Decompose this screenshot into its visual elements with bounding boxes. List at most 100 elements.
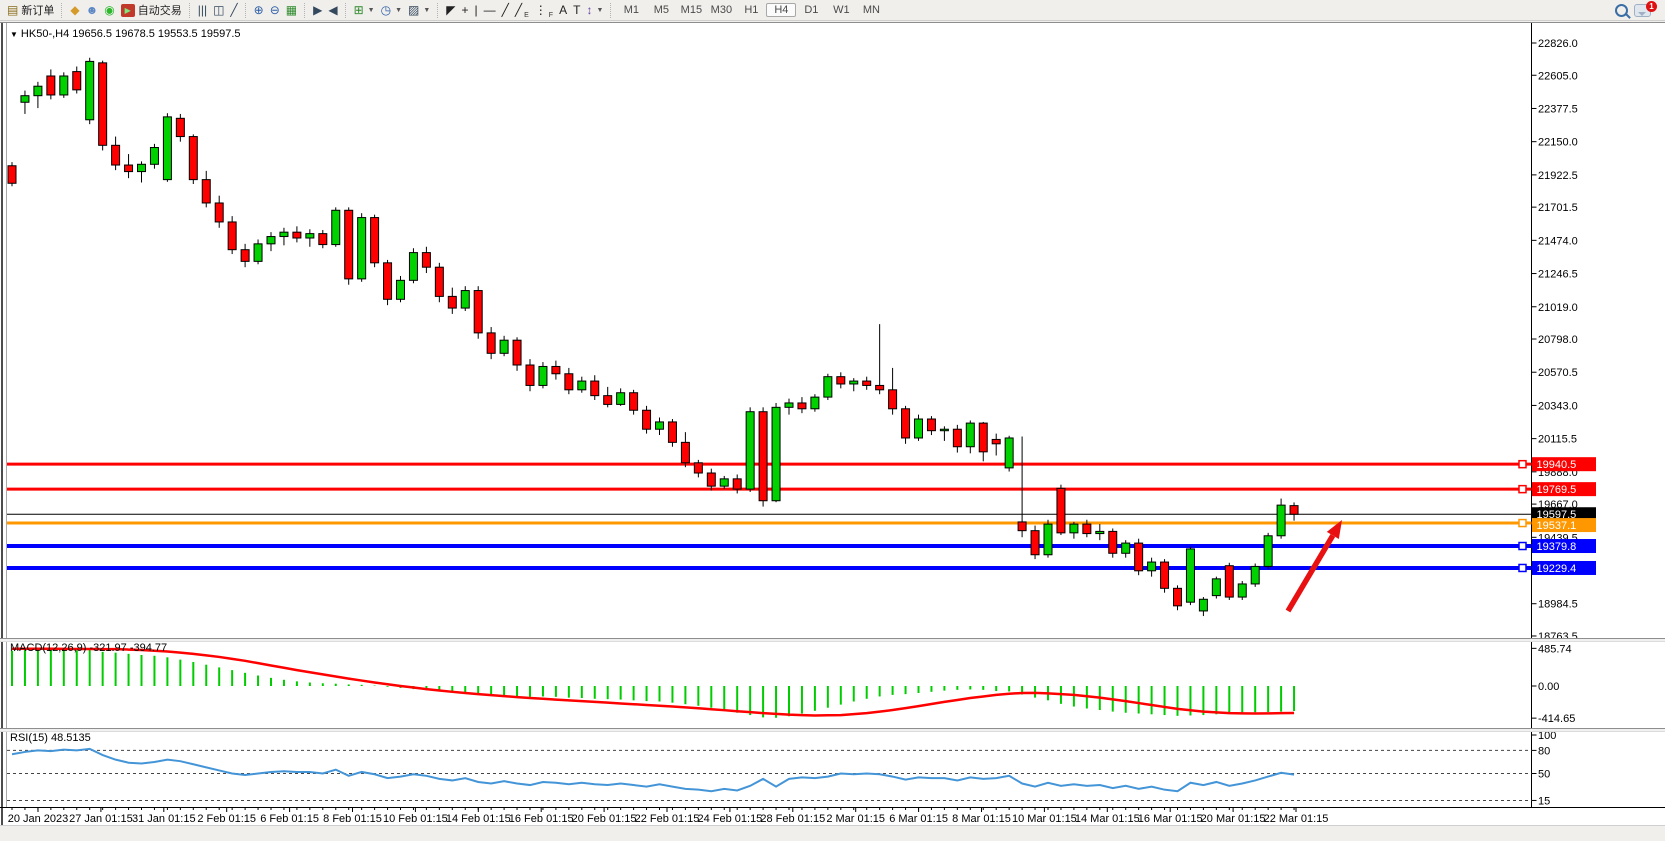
timeframe-mn-button[interactable]: MN [862, 4, 880, 16]
panel-splitter-rsi[interactable] [0, 728, 1665, 732]
timeframe-w1-button[interactable]: W1 [833, 4, 850, 16]
chart-shift-icon[interactable]: ◀ [325, 2, 340, 19]
date-label: 20 Feb 01:15 [572, 813, 637, 825]
date-label: 28 Feb 01:15 [760, 813, 825, 825]
fibonacci-icon[interactable]: ⋮ F [534, 2, 554, 19]
chart-title: ▼ HK50-,H4 19656.5 19678.5 19553.5 19597.… [10, 28, 241, 40]
horizontal-level-lines[interactable] [7, 459, 1532, 573]
price-tags[interactable]: 19940.519769.519597.519537.119379.819229… [1532, 457, 1596, 575]
cursor-icon[interactable]: ◤ [443, 2, 458, 19]
vertical-line-icon[interactable]: | [472, 2, 481, 19]
price-axis: 22826.0 22605.0 22377.5 22150.0 21922.5 21701… [1531, 38, 1578, 807]
svg-text:19229.4: 19229.4 [1537, 563, 1577, 575]
svg-text:21019.0: 21019.0 [1538, 302, 1578, 314]
chevron-down-icon[interactable]: ▼ [10, 30, 18, 39]
timeframe-h4-button[interactable]: H4 [766, 3, 797, 17]
horizontal-line-icon-glyph: — [483, 2, 496, 17]
date-label: 2 Feb 01:15 [197, 813, 256, 825]
template-icon[interactable]: ▨ ▼ [405, 2, 433, 19]
equidistant-channel-icon-glyph: ╱ [514, 2, 523, 17]
toolbar-separator [244, 2, 247, 18]
arrows-icon[interactable]: ↕ ▼ [583, 2, 606, 19]
chart-canvas[interactable]: 22826.0 22605.0 22377.5 22150.0 21922.5 21701… [0, 23, 1665, 826]
candles-layer [7, 57, 1299, 617]
timeframe-h1-button[interactable]: H1 [744, 4, 759, 16]
price-tag[interactable] [1532, 482, 1596, 497]
price-tag[interactable] [1532, 518, 1596, 533]
toolbar-separator [188, 2, 191, 18]
timeframe-m1-button[interactable]: M1 [623, 4, 640, 16]
notifications-icon[interactable]: 1 [1634, 0, 1657, 17]
new-order-button[interactable]: ▤ 新订单 [4, 2, 57, 19]
auto-trading-button[interactable]: ▶ 自动交易 [118, 2, 185, 19]
level-handle[interactable] [1518, 459, 1527, 469]
zoom-out-icon-glyph: ⊖ [269, 2, 280, 17]
price-tag[interactable] [1532, 507, 1596, 522]
date-label: 14 Feb 01:15 [446, 813, 511, 825]
text-label-icon-glyph: T [573, 2, 581, 17]
vertical-line-icon-glyph: | [474, 2, 478, 17]
zoom-out-icon[interactable]: ⊖ [267, 2, 283, 19]
new-order-button-glyph: ▤ [7, 2, 19, 17]
timeframe-m5-button[interactable]: M5 [653, 4, 670, 16]
auto-scroll-icon[interactable]: ▶ [310, 2, 325, 19]
cursor-icon-glyph: ◤ [446, 2, 456, 17]
chevron-down-icon[interactable]: ▼ [367, 6, 375, 14]
panel-splitter-macd[interactable] [0, 638, 1665, 642]
line-chart-icon[interactable]: ╱ [227, 2, 240, 19]
chevron-down-icon[interactable]: ▼ [596, 6, 604, 14]
svg-text:-414.65: -414.65 [1538, 713, 1575, 725]
svg-text:19379.8: 19379.8 [1537, 541, 1577, 553]
timeframe-m30-button[interactable]: M30 [710, 4, 733, 16]
arrows-icon-glyph: ↕ [586, 2, 593, 17]
macd-panel [11, 647, 1296, 718]
svg-text:22826.0: 22826.0 [1538, 38, 1578, 50]
macd-indicator-label: MACD(12,26,9) -321.97 -394.77 [10, 642, 168, 654]
svg-text:18984.5: 18984.5 [1538, 599, 1578, 611]
zoom-in-icon[interactable]: ⊕ [251, 2, 267, 19]
crosshair-icon[interactable]: + [459, 2, 472, 19]
timeframe-m15-button[interactable]: M15 [680, 4, 703, 16]
level-handle[interactable] [1518, 563, 1527, 573]
trendline-icon[interactable]: ╱ [499, 2, 512, 19]
search-icon[interactable] [1615, 3, 1628, 17]
level-handle[interactable] [1518, 484, 1527, 494]
period-clock-icon[interactable]: ◷ ▼ [378, 2, 405, 19]
equidistant-channel-icon[interactable]: ╱ E [514, 2, 529, 19]
auto-scroll-icon-glyph: ▶ [313, 2, 323, 17]
data-window-icon[interactable]: ☻ [83, 2, 102, 19]
new-chart-icon[interactable]: ⊞ ▼ [351, 2, 378, 19]
date-label: 22 Mar 01:15 [1264, 813, 1329, 825]
horizontal-line-icon[interactable]: — [481, 2, 499, 19]
svg-text:19940.5: 19940.5 [1537, 459, 1577, 471]
text-label-icon[interactable]: T [570, 2, 583, 19]
price-tag[interactable] [1532, 457, 1596, 472]
price-tag[interactable] [1532, 560, 1596, 575]
chevron-down-icon[interactable]: ▼ [395, 6, 402, 14]
date-label: 14 Mar 01:15 [1075, 813, 1140, 825]
window-left-edge [1, 23, 3, 826]
chart-window[interactable]: 22826.0 22605.0 22377.5 22150.0 21922.5 21701… [0, 22, 1665, 826]
price-tag[interactable] [1532, 539, 1596, 554]
annotation-arrow[interactable] [1285, 520, 1342, 613]
svg-text:21701.5: 21701.5 [1538, 202, 1578, 214]
signal-broadcast-icon-glyph: ◉ [104, 2, 115, 17]
text-icon[interactable]: A [556, 2, 570, 19]
svg-text:21922.5: 21922.5 [1538, 170, 1578, 182]
new-order-button-label: 新订单 [21, 5, 55, 17]
chevron-down-icon[interactable]: ▼ [423, 6, 431, 14]
bar-chart-icon[interactable]: ||| [195, 2, 210, 19]
timeframe-d1-button[interactable]: D1 [804, 4, 819, 16]
signal-broadcast-icon[interactable]: ◉ [101, 2, 117, 19]
level-handle[interactable] [1518, 541, 1527, 551]
svg-text:22377.5: 22377.5 [1538, 103, 1578, 115]
date-label: 6 Mar 01:15 [889, 813, 948, 825]
tile-windows-icon[interactable]: ▦ [283, 2, 300, 19]
date-label: 24 Feb 01:15 [697, 813, 762, 825]
level-handle[interactable] [1518, 518, 1527, 528]
toolbar: ▤ 新订单 ◆ ☻ ◉ ▶ 自动交易 ||| ◫ ╱ ⊕ ⊖ ▦ ▶ ◀ ⊞ ▼ ◷ ▼ ▨ ▼ ◤ + | — ╱ ╱ E ⋮ F A T ↕… [0, 0, 1665, 21]
candlestick-chart-icon[interactable]: ◫ [210, 2, 227, 19]
market-watch-icon[interactable]: ◆ [67, 2, 82, 19]
rsi-panel [7, 747, 1532, 801]
notification-badge: 1 [1646, 0, 1657, 12]
